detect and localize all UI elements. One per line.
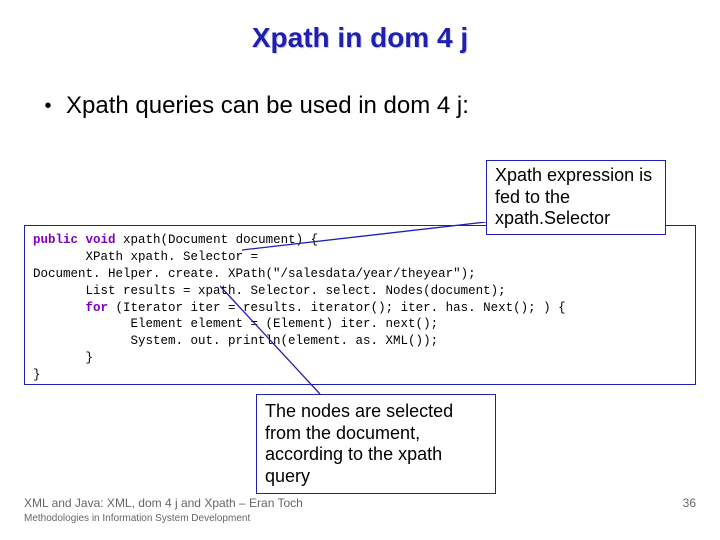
code-line-9: } [33, 368, 41, 382]
kw-void: void [86, 233, 116, 247]
kw-public: public [33, 233, 78, 247]
callout-xpath-expression: Xpath expression is fed to the xpath.Sel… [486, 160, 666, 235]
kw-for: for [86, 301, 109, 315]
bullet-row: • Xpath queries can be used in dom 4 j: [44, 92, 469, 120]
arrow-callout1-icon [240, 222, 488, 254]
bullet-text: Xpath queries can be used in dom 4 j: [66, 92, 469, 119]
code-line-8: } [33, 351, 93, 365]
footer-line2: Methodologies in Information System Deve… [24, 513, 250, 524]
page-number: 36 [683, 496, 696, 510]
callout-nodes-selected: The nodes are selected from the document… [256, 394, 496, 494]
code-line-3: Document. Helper. create. XPath("/salesd… [33, 267, 476, 281]
footer-line1: XML and Java: XML, dom 4 j and Xpath – E… [24, 496, 303, 510]
code-line-5a [33, 301, 86, 315]
slide: Xpath in dom 4 j • Xpath queries can be u… [0, 0, 720, 540]
bullet-dot-icon: • [44, 95, 52, 118]
slide-title: Xpath in dom 4 j [0, 22, 720, 54]
code-line-2: XPath xpath. Selector = [33, 250, 258, 264]
arrow-callout2-icon [220, 284, 340, 396]
